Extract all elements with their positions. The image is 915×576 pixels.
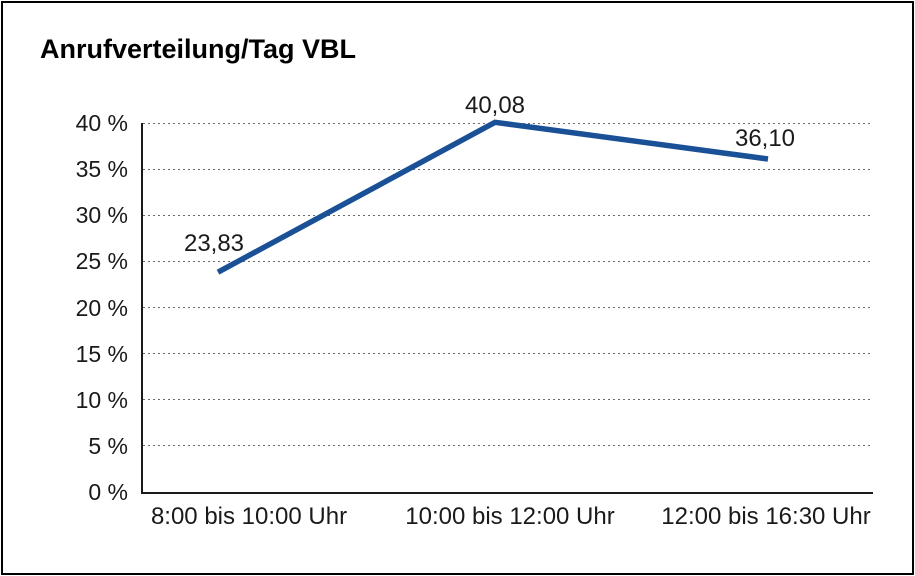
gridline-35	[143, 168, 873, 170]
y-tick-label: 15 %	[75, 340, 128, 367]
chart-title: Anrufverteilung/Tag VBL	[40, 34, 357, 64]
y-tick-label: 25 %	[75, 248, 128, 275]
y-axis-line	[141, 123, 143, 494]
y-tick-label: 10 %	[75, 386, 128, 413]
y-tick-label: 20 %	[75, 294, 128, 321]
gridline-15	[143, 353, 873, 355]
y-tick-label: 35 %	[75, 156, 128, 183]
gridline-5	[143, 445, 873, 447]
gridline-10	[143, 399, 873, 401]
data-line	[216, 119, 769, 275]
x-tick-label: 8:00 bis 10:00 Uhr	[150, 503, 348, 530]
gridline-20	[143, 307, 873, 308]
x-axis-line	[141, 492, 873, 494]
x-tick-label: 10:00 bis 12:00 Uhr	[405, 503, 615, 530]
y-tick-label: 5 %	[88, 432, 128, 459]
data-point-label: 40,08	[464, 92, 526, 120]
gridline-30	[143, 214, 873, 216]
y-tick-label: 30 %	[75, 202, 128, 229]
x-tick-label: 12:00 bis 16:30 Uhr	[661, 503, 871, 530]
gridline-25	[143, 260, 873, 262]
y-tick-label: 40 %	[75, 110, 128, 136]
y-tick-label: 0 %	[88, 479, 128, 505]
data-point-label: 23,83	[183, 230, 245, 258]
data-point-label: 36,10	[734, 124, 796, 152]
